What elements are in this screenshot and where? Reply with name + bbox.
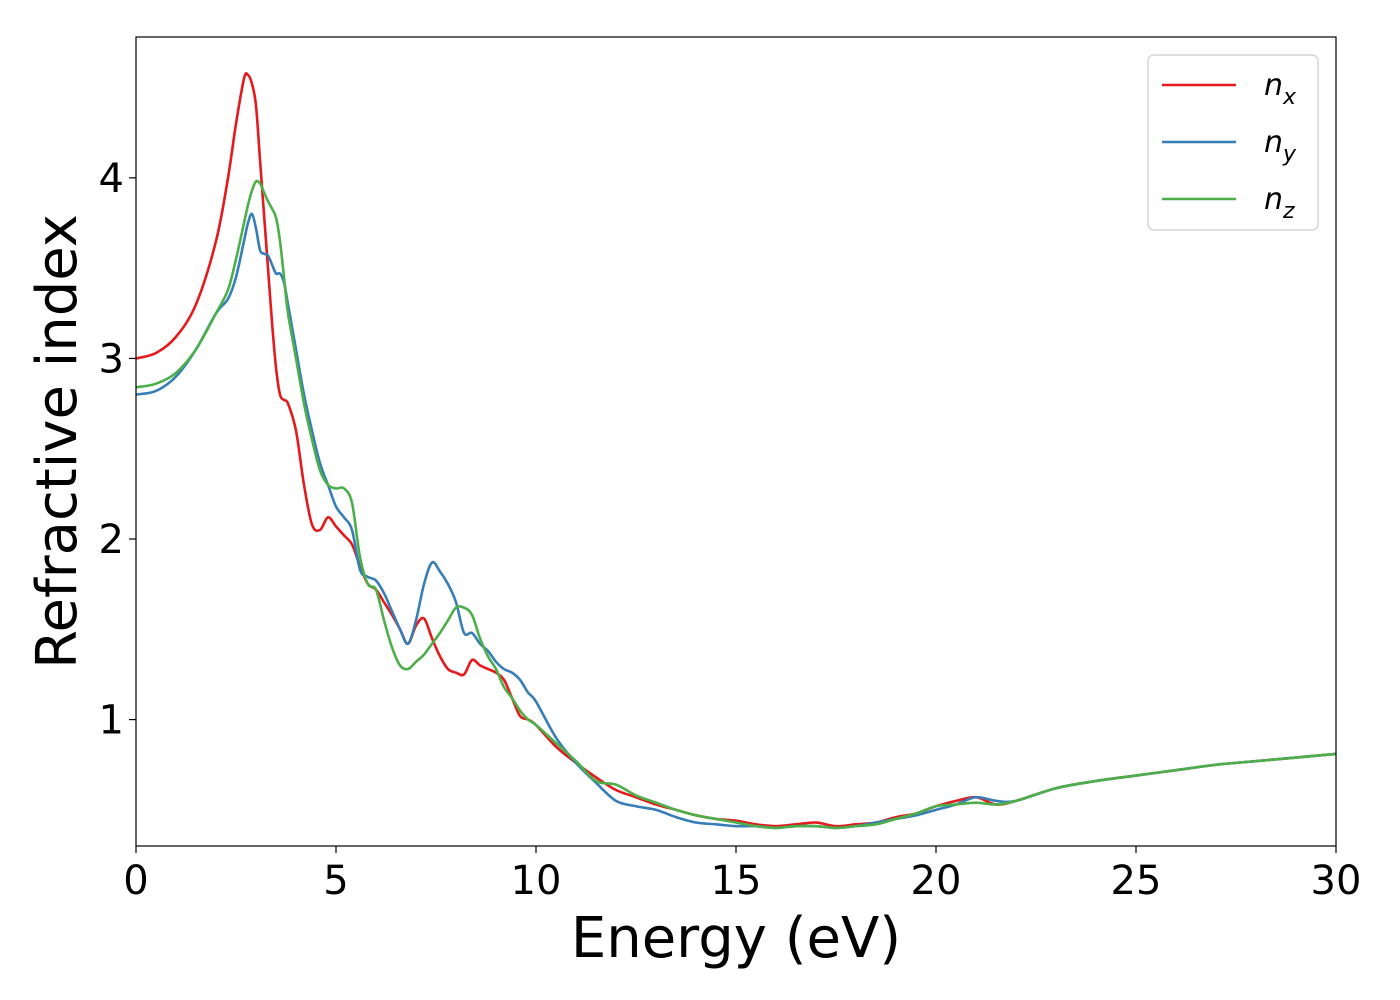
y-tick-label: 4 [99,156,124,202]
y-tick-label: 2 [99,517,124,563]
y-axis-title: Refractive index [25,214,90,669]
series-layer [136,72,1336,830]
series-line-n-z [136,179,1336,830]
y-axis-ticks: 1 2 3 4 [99,156,136,744]
legend-label-subscript: z [1282,199,1295,224]
legend-label-y: ny [1264,125,1297,167]
x-tick-label: 25 [1111,858,1162,904]
legend-label-main: n [1264,125,1283,160]
x-tick-label: 5 [323,858,348,904]
legend-label-subscript: y [1282,142,1297,167]
x-axis-title: Energy (eV) [571,906,901,971]
y-tick-label: 3 [99,336,124,382]
legend-label-z: nz [1264,182,1295,224]
x-tick-label: 10 [511,858,562,904]
legend-label-subscript: x [1282,85,1297,110]
x-tick-label: 15 [711,858,762,904]
legend-label-main: n [1264,182,1283,217]
y-tick-label: 1 [99,698,124,744]
legend-label-main: n [1264,68,1283,103]
x-axis-ticks: 0 5 10 15 20 25 30 [123,846,1361,904]
x-tick-label: 0 [123,858,148,904]
x-tick-label: 30 [1311,858,1362,904]
legend-label-x: nx [1264,68,1297,110]
x-tick-label: 20 [911,858,962,904]
